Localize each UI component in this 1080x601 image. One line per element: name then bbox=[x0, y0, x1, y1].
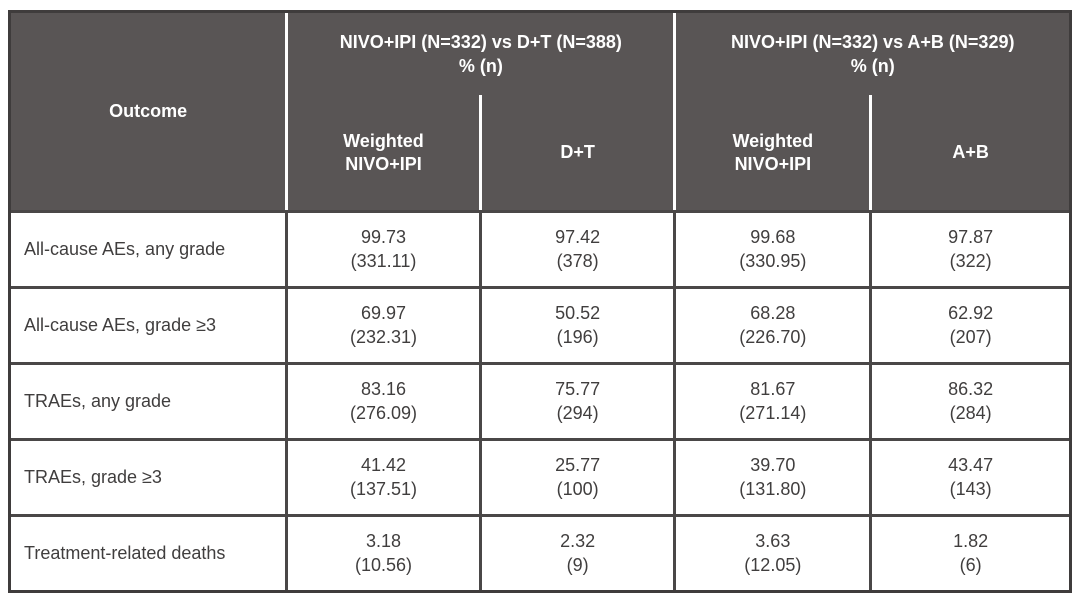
pct-value: 25.77 bbox=[555, 455, 601, 476]
subheader-label: Weighted NIVO+IPI bbox=[343, 131, 424, 174]
group-subtitle-ab: % (n) bbox=[850, 56, 895, 76]
value-cell: 50.52 (196) bbox=[481, 286, 677, 362]
n-value: (131.80) bbox=[739, 478, 807, 499]
subheader-label: D+T bbox=[560, 142, 595, 163]
n-value: (12.05) bbox=[744, 554, 802, 575]
n-value: (143) bbox=[949, 478, 992, 499]
n-value: (6) bbox=[959, 554, 982, 575]
n-value: (196) bbox=[556, 326, 599, 347]
header-group-nivo-vs-dt: NIVO+IPI (N=332) vs D+T (N=388) % (n) bbox=[288, 13, 677, 95]
value-cell: 3.63 (12.05) bbox=[676, 514, 873, 590]
table-row: All-cause AEs, grade ≥3 69.97 (232.31) 5… bbox=[11, 286, 1069, 362]
pct-value: 62.92 bbox=[948, 303, 994, 324]
pct-value: 43.47 bbox=[948, 455, 994, 476]
value-cell: 2.32 (9) bbox=[481, 514, 677, 590]
value-cell: 86.32 (284) bbox=[872, 362, 1069, 438]
subheader-ab: A+B bbox=[872, 95, 1069, 210]
group-title-ab: NIVO+IPI (N=332) vs A+B (N=329) bbox=[731, 31, 1015, 52]
n-value: (9) bbox=[566, 554, 589, 575]
n-value: (276.09) bbox=[349, 402, 418, 423]
table-row: TRAEs, any grade 83.16 (276.09) 75.77 (2… bbox=[11, 362, 1069, 438]
pct-value: 75.77 bbox=[555, 379, 601, 400]
pct-value: 97.87 bbox=[948, 227, 994, 248]
pct-value: 2.32 bbox=[560, 531, 596, 552]
pct-value: 86.32 bbox=[948, 379, 994, 400]
pct-value: 68.28 bbox=[750, 303, 796, 324]
value-cell: 43.47 (143) bbox=[872, 438, 1069, 514]
value-cell: 97.42 (378) bbox=[481, 210, 677, 286]
value-cell: 75.77 (294) bbox=[481, 362, 677, 438]
n-value: (271.14) bbox=[739, 402, 807, 423]
group-subtitle-dt: % (n) bbox=[458, 56, 503, 76]
value-cell: 81.67 (271.14) bbox=[676, 362, 873, 438]
n-value: (100) bbox=[556, 478, 599, 499]
n-value: (10.56) bbox=[354, 554, 413, 575]
pct-value: 99.73 bbox=[360, 227, 407, 248]
value-cell: 41.42 (137.51) bbox=[288, 438, 482, 514]
table-row: Treatment-related deaths 3.18 (10.56) 2.… bbox=[11, 514, 1069, 590]
n-value: (331.11) bbox=[350, 250, 417, 271]
value-cell: 25.77 (100) bbox=[481, 438, 677, 514]
pct-value: 97.42 bbox=[555, 227, 601, 248]
outcome-cell: TRAEs, grade ≥3 bbox=[11, 438, 289, 514]
n-value: (232.31) bbox=[349, 326, 418, 347]
value-cell: 99.68 (330.95) bbox=[676, 210, 873, 286]
value-cell: 3.18 (10.56) bbox=[288, 514, 482, 590]
header-group-row: Outcome NIVO+IPI (N=332) vs D+T (N=388) … bbox=[11, 13, 1069, 210]
pct-value: 39.70 bbox=[750, 455, 796, 476]
n-value: (226.70) bbox=[739, 326, 807, 347]
header-sub-row: Weighted NIVO+IPI D+T Weighted NIVO+IPI … bbox=[11, 95, 1069, 210]
subheader-dt: D+T bbox=[481, 95, 677, 210]
table-row: All-cause AEs, any grade 99.73 (331.11) … bbox=[11, 210, 1069, 286]
value-cell: 62.92 (207) bbox=[872, 286, 1069, 362]
value-cell: 68.28 (226.70) bbox=[676, 286, 873, 362]
table-body: All-cause AEs, any grade 99.73 (331.11) … bbox=[11, 210, 1069, 590]
subheader-weighted-nivo-ipi-1: Weighted NIVO+IPI bbox=[288, 95, 482, 210]
value-cell: 83.16 (276.09) bbox=[288, 362, 482, 438]
pct-value: 50.52 bbox=[555, 303, 601, 324]
n-value: (378) bbox=[556, 250, 599, 271]
value-cell: 69.97 (232.31) bbox=[288, 286, 482, 362]
value-cell: 39.70 (131.80) bbox=[676, 438, 873, 514]
subheader-label: A+B bbox=[952, 142, 989, 163]
group-title-dt: NIVO+IPI (N=332) vs D+T (N=388) bbox=[339, 31, 622, 52]
outcomes-table: Outcome NIVO+IPI (N=332) vs D+T (N=388) … bbox=[8, 10, 1072, 593]
outcome-cell: TRAEs, any grade bbox=[11, 362, 289, 438]
header-group-nivo-vs-ab: NIVO+IPI (N=332) vs A+B (N=329) % (n) bbox=[676, 13, 1069, 95]
n-value: (322) bbox=[949, 250, 992, 271]
n-value: (137.51) bbox=[349, 478, 418, 499]
n-value: (284) bbox=[949, 402, 992, 423]
pct-value: 99.68 bbox=[750, 227, 796, 248]
outcome-cell: All-cause AEs, grade ≥3 bbox=[11, 286, 289, 362]
pct-value: 81.67 bbox=[750, 379, 796, 400]
header-outcome: Outcome bbox=[11, 13, 289, 210]
n-value: (294) bbox=[556, 402, 599, 423]
pct-value: 1.82 bbox=[953, 531, 989, 552]
pct-value: 3.18 bbox=[365, 531, 402, 552]
pct-value: 3.63 bbox=[755, 531, 791, 552]
subheader-weighted-nivo-ipi-2: Weighted NIVO+IPI bbox=[676, 95, 873, 210]
value-cell: 1.82 (6) bbox=[872, 514, 1069, 590]
n-value: (207) bbox=[949, 326, 992, 347]
table-header: Outcome NIVO+IPI (N=332) vs D+T (N=388) … bbox=[11, 13, 1069, 210]
outcome-cell: Treatment-related deaths bbox=[11, 514, 289, 590]
pct-value: 69.97 bbox=[360, 303, 407, 324]
subheader-label: Weighted NIVO+IPI bbox=[732, 131, 814, 174]
n-value: (330.95) bbox=[739, 250, 807, 271]
pct-value: 83.16 bbox=[360, 379, 407, 400]
pct-value: 41.42 bbox=[360, 455, 407, 476]
outcome-cell: All-cause AEs, any grade bbox=[11, 210, 289, 286]
value-cell: 99.73 (331.11) bbox=[288, 210, 482, 286]
table-row: TRAEs, grade ≥3 41.42 (137.51) 25.77 (10… bbox=[11, 438, 1069, 514]
value-cell: 97.87 (322) bbox=[872, 210, 1069, 286]
